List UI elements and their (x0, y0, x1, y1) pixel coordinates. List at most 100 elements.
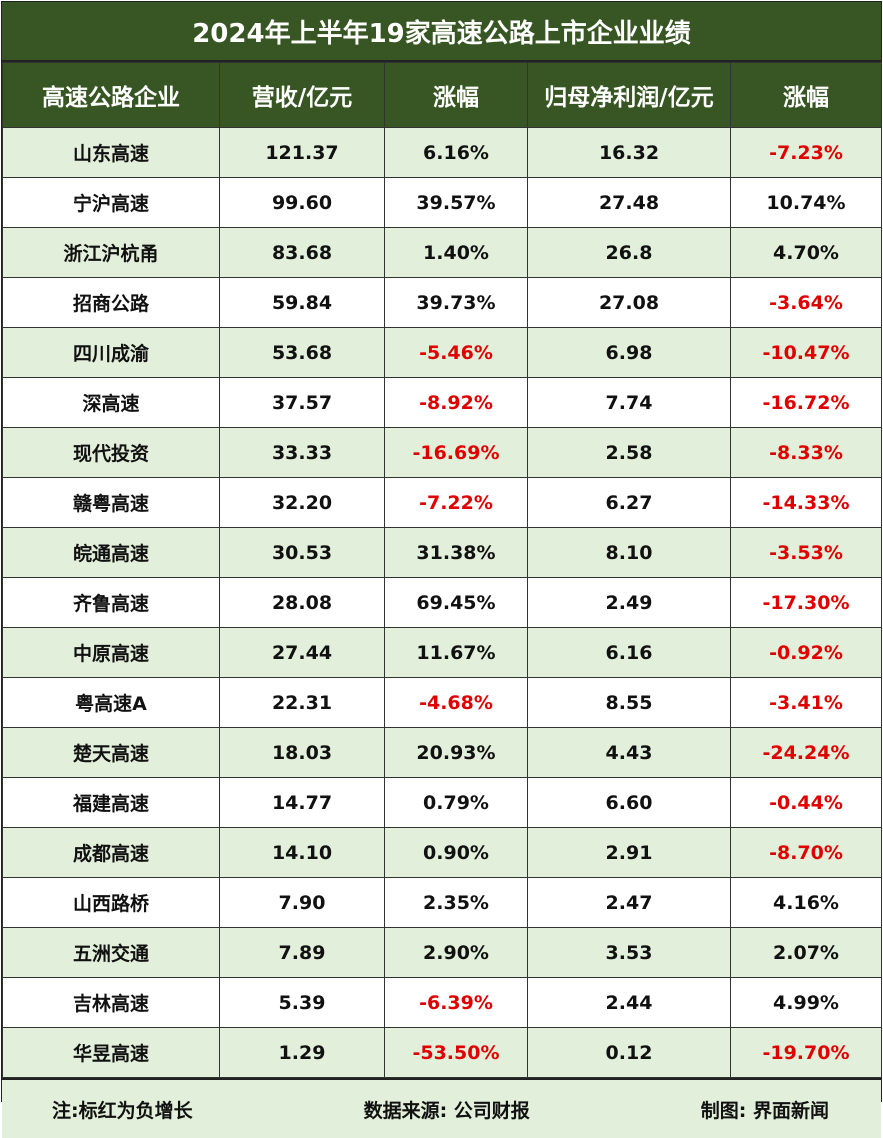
header-revenue-change: 涨幅 (384, 62, 528, 128)
cell-profit-change: -16.72% (730, 377, 882, 428)
cell-net-profit: 6.60 (527, 777, 731, 828)
header-row: 高速公路企业 营收/亿元 涨幅 归母净利润/亿元 涨幅 (2, 62, 882, 128)
cell-company: 山西路桥 (2, 877, 220, 928)
cell-revenue: 33.33 (219, 427, 385, 478)
cell-revenue: 22.31 (219, 677, 385, 728)
cell-revenue-change: 0.79% (384, 777, 528, 828)
cell-net-profit: 0.12 (527, 1027, 731, 1078)
table-row: 深高速 37.57 -8.92% 7.74 -16.72% (2, 377, 882, 428)
cell-company: 赣粤高速 (2, 477, 220, 528)
table-title: 2024年上半年19家高速公路上市企业业绩 (2, 2, 881, 62)
cell-revenue: 83.68 (219, 227, 385, 278)
cell-revenue-change: -5.46% (384, 327, 528, 378)
cell-profit-change: -14.33% (730, 477, 882, 528)
cell-revenue: 27.44 (219, 627, 385, 678)
cell-revenue-change: 39.73% (384, 277, 528, 328)
cell-revenue-change: 11.67% (384, 627, 528, 678)
cell-net-profit: 27.08 (527, 277, 731, 328)
header-revenue: 营收/亿元 (219, 62, 385, 128)
cell-profit-change: -3.41% (730, 677, 882, 728)
cell-revenue-change: 6.16% (384, 127, 528, 178)
cell-net-profit: 6.98 (527, 327, 731, 378)
cell-revenue-change: 2.35% (384, 877, 528, 928)
table-row: 五洲交通 7.89 2.90% 3.53 2.07% (2, 927, 882, 978)
cell-net-profit: 2.47 (527, 877, 731, 928)
cell-profit-change: -10.47% (730, 327, 882, 378)
cell-company: 深高速 (2, 377, 220, 428)
table-row: 皖通高速 30.53 31.38% 8.10 -3.53% (2, 527, 882, 578)
cell-company: 齐鲁高速 (2, 577, 220, 628)
table-row: 浙江沪杭甬 83.68 1.40% 26.8 4.70% (2, 227, 882, 278)
performance-table: 高速公路企业 营收/亿元 涨幅 归母净利润/亿元 涨幅 山东高速 121.37 6.… (2, 62, 882, 1078)
cell-company: 山东高速 (2, 127, 220, 178)
table-row: 招商公路 59.84 39.73% 27.08 -3.64% (2, 277, 882, 328)
cell-profit-change: 4.70% (730, 227, 882, 278)
cell-profit-change: -24.24% (730, 727, 882, 778)
cell-revenue-change: 2.90% (384, 927, 528, 978)
table-body: 山东高速 121.37 6.16% 16.32 -7.23% 宁沪高速 99.60 39.57… (2, 127, 882, 1078)
cell-company: 福建高速 (2, 777, 220, 828)
cell-profit-change: -7.23% (730, 127, 882, 178)
cell-revenue-change: -7.22% (384, 477, 528, 528)
cell-net-profit: 2.58 (527, 427, 731, 478)
cell-company: 宁沪高速 (2, 177, 220, 228)
cell-company: 浙江沪杭甬 (2, 227, 220, 278)
cell-profit-change: -3.64% (730, 277, 882, 328)
cell-net-profit: 27.48 (527, 177, 731, 228)
cell-revenue: 37.57 (219, 377, 385, 428)
cell-revenue: 30.53 (219, 527, 385, 578)
cell-company: 华昱高速 (2, 1027, 220, 1078)
cell-profit-change: -17.30% (730, 577, 882, 628)
cell-revenue: 28.08 (219, 577, 385, 628)
cell-revenue: 99.60 (219, 177, 385, 228)
footer-note: 注:标红为负增长 (52, 1099, 193, 1122)
cell-net-profit: 8.10 (527, 527, 731, 578)
header-net-profit: 归母净利润/亿元 (527, 62, 731, 128)
cell-revenue-change: -53.50% (384, 1027, 528, 1078)
cell-revenue-change: -8.92% (384, 377, 528, 428)
table-row: 齐鲁高速 28.08 69.45% 2.49 -17.30% (2, 577, 882, 628)
table-row: 宁沪高速 99.60 39.57% 27.48 10.74% (2, 177, 882, 228)
cell-company: 皖通高速 (2, 527, 220, 578)
cell-revenue: 5.39 (219, 977, 385, 1028)
table-row: 现代投资 33.33 -16.69% 2.58 -8.33% (2, 427, 882, 478)
cell-net-profit: 16.32 (527, 127, 731, 178)
cell-revenue-change: 0.90% (384, 827, 528, 878)
cell-net-profit: 2.49 (527, 577, 731, 628)
cell-revenue: 14.77 (219, 777, 385, 828)
cell-profit-change: -0.44% (730, 777, 882, 828)
cell-company: 吉林高速 (2, 977, 220, 1028)
table-row: 山东高速 121.37 6.16% 16.32 -7.23% (2, 127, 882, 178)
cell-net-profit: 7.74 (527, 377, 731, 428)
cell-net-profit: 3.53 (527, 927, 731, 978)
cell-company: 成都高速 (2, 827, 220, 878)
cell-net-profit: 26.8 (527, 227, 731, 278)
cell-net-profit: 2.91 (527, 827, 731, 878)
cell-profit-change: -0.92% (730, 627, 882, 678)
cell-revenue: 32.20 (219, 477, 385, 528)
cell-company: 粤高速A (2, 677, 220, 728)
table-row: 福建高速 14.77 0.79% 6.60 -0.44% (2, 777, 882, 828)
cell-company: 招商公路 (2, 277, 220, 328)
cell-revenue-change: 1.40% (384, 227, 528, 278)
cell-revenue-change: -16.69% (384, 427, 528, 478)
cell-company: 中原高速 (2, 627, 220, 678)
cell-profit-change: -3.53% (730, 527, 882, 578)
cell-profit-change: -8.70% (730, 827, 882, 878)
cell-net-profit: 4.43 (527, 727, 731, 778)
cell-net-profit: 6.27 (527, 477, 731, 528)
cell-net-profit: 2.44 (527, 977, 731, 1028)
cell-net-profit: 6.16 (527, 627, 731, 678)
cell-profit-change: 10.74% (730, 177, 882, 228)
table-row: 四川成渝 53.68 -5.46% 6.98 -10.47% (2, 327, 882, 378)
footer-credit: 制图: 界面新闻 (700, 1099, 829, 1122)
cell-revenue: 7.90 (219, 877, 385, 928)
table-footer: 注:标红为负增长 数据来源: 公司财报 制图: 界面新闻 (2, 1078, 881, 1138)
cell-revenue: 18.03 (219, 727, 385, 778)
cell-revenue-change: 39.57% (384, 177, 528, 228)
cell-revenue-change: 20.93% (384, 727, 528, 778)
cell-revenue-change: 69.45% (384, 577, 528, 628)
cell-revenue: 53.68 (219, 327, 385, 378)
table-row: 中原高速 27.44 11.67% 6.16 -0.92% (2, 627, 882, 678)
cell-company: 现代投资 (2, 427, 220, 478)
